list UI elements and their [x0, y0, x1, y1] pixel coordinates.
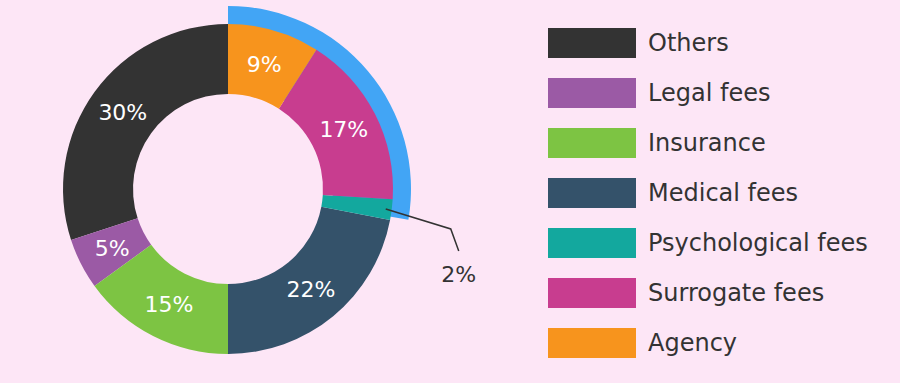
- legend-swatch: [548, 128, 636, 158]
- highlight-band: [228, 6, 411, 220]
- legend-swatch: [548, 278, 636, 308]
- legend-swatch: [548, 228, 636, 258]
- slice: [228, 24, 316, 109]
- legend-label: Psychological fees: [648, 229, 868, 257]
- data-label: 22%: [286, 277, 335, 302]
- data-label: 17%: [319, 117, 368, 142]
- slice: [95, 245, 228, 354]
- chart: 30% 5% 15% 22% 2% 17% 9% Others Legal fees Insura…: [0, 0, 900, 383]
- legend-label: Medical fees: [648, 179, 798, 207]
- slice: [321, 195, 392, 220]
- legend-swatch: [548, 28, 636, 58]
- slice: [228, 207, 390, 354]
- legend-item: Insurance: [548, 128, 766, 158]
- legend-swatch: [548, 178, 636, 208]
- legend-item: Medical fees: [548, 178, 798, 208]
- data-label: 15%: [145, 292, 194, 317]
- legend-item: Surrogate fees: [548, 278, 824, 308]
- data-label: 30%: [98, 100, 147, 125]
- legend: Others Legal fees Insurance Medical fees Psy…: [548, 28, 868, 358]
- data-labels: 30% 5% 15% 22% 2% 17% 9%: [95, 52, 476, 318]
- legend-label: Others: [648, 29, 729, 57]
- data-label: 5%: [95, 236, 130, 261]
- background: [0, 0, 900, 383]
- legend-item: Psychological fees: [548, 228, 868, 258]
- legend-label: Surrogate fees: [648, 279, 824, 307]
- legend-label: Insurance: [648, 129, 766, 157]
- legend-swatch: [548, 328, 636, 358]
- slices: [63, 24, 393, 354]
- slice: [63, 24, 228, 240]
- legend-item: Agency: [548, 328, 737, 358]
- data-label: 2%: [441, 262, 476, 287]
- legend-item: Others: [548, 28, 729, 58]
- legend-item: Legal fees: [548, 78, 770, 108]
- donut: 30% 5% 15% 22% 2% 17% 9%: [63, 6, 476, 354]
- legend-swatch: [548, 78, 636, 108]
- leader-line: [386, 209, 459, 251]
- data-label: 9%: [247, 52, 282, 77]
- legend-label: Legal fees: [648, 79, 770, 107]
- legend-label: Agency: [648, 329, 737, 357]
